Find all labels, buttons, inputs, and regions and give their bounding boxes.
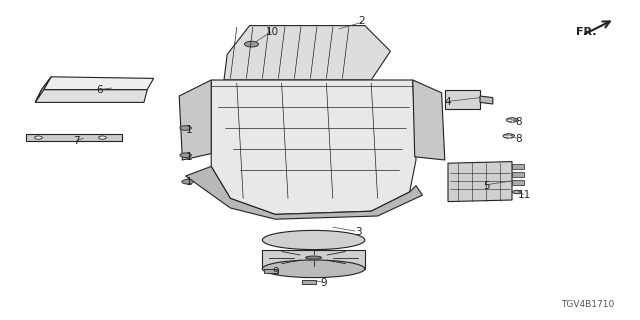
Text: 3: 3 [355, 227, 362, 237]
Bar [264, 269, 278, 273]
Text: 1: 1 [186, 177, 192, 188]
Ellipse shape [513, 190, 522, 194]
Polygon shape [413, 80, 445, 160]
Polygon shape [42, 77, 154, 90]
Text: FR.: FR. [576, 27, 596, 37]
Ellipse shape [506, 118, 518, 122]
Bar [512, 180, 524, 185]
Polygon shape [35, 90, 147, 102]
Polygon shape [186, 166, 422, 219]
Text: 4: 4 [445, 97, 451, 108]
Ellipse shape [182, 180, 193, 184]
Ellipse shape [180, 153, 191, 157]
Text: 6: 6 [96, 84, 102, 95]
Text: 10: 10 [266, 27, 278, 37]
Bar [302, 280, 316, 284]
Polygon shape [448, 162, 512, 202]
Ellipse shape [262, 260, 365, 278]
Polygon shape [262, 250, 365, 269]
Polygon shape [211, 80, 416, 214]
Text: 8: 8 [515, 116, 522, 127]
Ellipse shape [99, 136, 106, 139]
Ellipse shape [503, 134, 515, 138]
Text: 2: 2 [358, 16, 365, 26]
Ellipse shape [35, 136, 42, 139]
Text: 1: 1 [186, 124, 192, 135]
Text: 9: 9 [272, 267, 278, 277]
Text: 8: 8 [515, 134, 522, 144]
Text: TGV4B1710: TGV4B1710 [561, 300, 614, 309]
Ellipse shape [180, 126, 191, 130]
Polygon shape [26, 134, 122, 141]
Text: 5: 5 [483, 180, 490, 191]
Text: 11: 11 [518, 190, 531, 200]
Polygon shape [480, 96, 493, 104]
Text: 1: 1 [186, 152, 192, 162]
Bar [512, 172, 524, 177]
Polygon shape [445, 90, 480, 109]
Ellipse shape [244, 41, 259, 47]
Polygon shape [224, 26, 390, 80]
Ellipse shape [306, 256, 322, 259]
Bar [512, 164, 524, 169]
Text: 7: 7 [74, 136, 80, 146]
Polygon shape [35, 77, 51, 102]
Ellipse shape [262, 230, 365, 250]
Text: 9: 9 [320, 278, 326, 288]
Polygon shape [179, 80, 211, 160]
